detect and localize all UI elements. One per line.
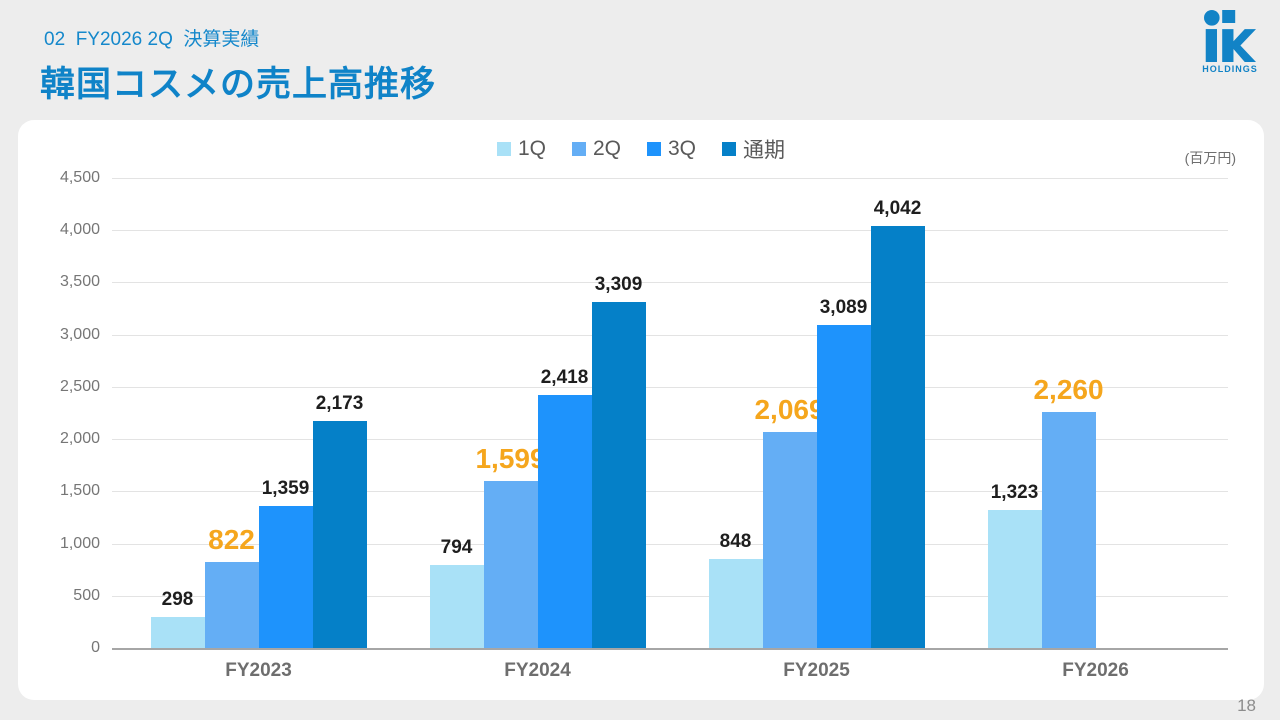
y-tick-label: 500: [73, 586, 100, 604]
gridline: [112, 491, 1228, 493]
bar-FY2024-3Q: [537, 395, 592, 648]
bar-FY2025-3Q: [816, 325, 871, 648]
gridline: [112, 543, 1228, 545]
bar-group-FY2023: 298 822 1,359 2,173 FY2023: [150, 178, 367, 681]
chart-legend: 1Q 2Q 3Q 通期: [18, 134, 1264, 164]
gridline: [112, 439, 1228, 441]
gridline: [112, 386, 1228, 388]
chart-card: 1Q 2Q 3Q 通期 (百万円) 0 500 1,000 1,500 2,000 2,500 3…: [18, 120, 1264, 700]
bar-value-label-FY2026-1Q: 1,323: [990, 481, 1039, 503]
y-tick-label: 3,000: [59, 325, 100, 343]
bar-FY2026-1Q: [987, 509, 1042, 648]
bar-value-label-FY2023-1Q: 298: [161, 588, 194, 610]
bar-value-label-FY2025-2Q: 2,069: [754, 393, 825, 425]
gridline: [112, 334, 1228, 336]
legend-swatch-icon: [496, 142, 511, 156]
bar-FY2023-3Q: [258, 506, 313, 648]
unit-label: (百万円): [1184, 150, 1236, 166]
legend-label: 3Q: [668, 137, 697, 160]
bar-group-FY2024: 794 1,599 2,418 3,309 FY2024: [429, 178, 646, 681]
x-axis-line: [112, 648, 1228, 650]
y-tick-label: 4,500: [59, 169, 100, 186]
company-logo: HOLDINGS: [1198, 10, 1262, 74]
y-tick-label: 2,000: [59, 430, 100, 448]
page-number: 18: [1237, 696, 1256, 715]
bar-FY2025-1Q: [708, 559, 763, 648]
bar-FY2025-2Q: [762, 431, 817, 648]
bar-FY2024-1Q: [429, 565, 484, 648]
legend-item-3Q: 3Q: [647, 137, 696, 161]
y-tick-label: 0: [91, 639, 100, 656]
bar-value-label-FY2023-2Q: 822: [208, 524, 255, 556]
y-tick-label: 1,500: [59, 482, 100, 500]
legend-swatch-icon: [571, 142, 586, 156]
legend-item-2Q: 2Q: [571, 137, 621, 161]
bar-value-label-FY2024-3Q: 2,418: [540, 367, 589, 389]
bar-FY2024-通期: [591, 302, 646, 648]
ik-logo-icon: [1198, 10, 1262, 62]
bar-FY2026-2Q: [1041, 411, 1096, 648]
legend-label: 1Q: [517, 137, 546, 160]
bar-FY2025-通期: [870, 225, 925, 648]
legend-item-通期: 通期: [722, 134, 785, 164]
bar-value-label-FY2024-2Q: 1,599: [475, 443, 546, 474]
bar-FY2023-1Q: [150, 616, 205, 648]
bar-value-label-FY2024-1Q: 794: [440, 537, 473, 559]
legend-label: 2Q: [592, 137, 621, 160]
gridline: [112, 595, 1228, 597]
gridline: [112, 178, 1228, 179]
page-title: 韓国コスメの売上高推移: [40, 65, 437, 104]
bar-value-label-FY2023-通期: 2,173: [315, 393, 364, 415]
bar-group-FY2025: 848 2,069 3,089 4,042 FY2025: [708, 178, 925, 681]
legend-swatch-icon: [647, 142, 661, 156]
slide-eyebrow: 02 FY2026 2Q 決算実績: [44, 29, 260, 50]
bar-value-label-FY2023-3Q: 1,359: [261, 478, 310, 500]
bar-value-label-FY2026-2Q: 2,260: [1033, 373, 1104, 405]
bar-group-FY2026: 1,323 2,260 FY2026: [987, 178, 1204, 681]
y-tick-label: 2,500: [59, 377, 100, 395]
gridline: [112, 230, 1228, 232]
y-tick-label: 1,000: [59, 534, 100, 552]
gridline: [112, 282, 1228, 284]
plot-area: 0 500 1,000 1,500 2,000 2,500 3,000 3,500 4,000 4…: [60, 169, 1228, 681]
bar-FY2023-通期: [312, 421, 367, 648]
legend-swatch-icon: [722, 142, 737, 156]
y-tick-label: 4,000: [59, 221, 100, 239]
legend-item-1Q: 1Q: [496, 137, 546, 161]
bar-value-label-FY2025-3Q: 3,089: [819, 297, 868, 319]
bar-value-label-FY2025-1Q: 848: [719, 531, 752, 553]
x-axis-label-FY2023: FY2023: [225, 660, 292, 681]
x-axis-label-FY2025: FY2025: [783, 660, 850, 681]
bar-FY2023-2Q: [204, 562, 259, 648]
logo-holdings-label: HOLDINGS: [1202, 64, 1258, 74]
bar-value-label-FY2025-通期: 4,042: [873, 197, 922, 219]
y-tick-label: 3,500: [59, 273, 100, 291]
legend-label: 通期: [743, 139, 786, 162]
x-axis-label-FY2024: FY2024: [504, 660, 571, 681]
bar-value-label-FY2024-通期: 3,309: [594, 274, 643, 296]
bar-FY2024-2Q: [483, 481, 538, 648]
x-axis-label-FY2026: FY2026: [1062, 660, 1129, 681]
